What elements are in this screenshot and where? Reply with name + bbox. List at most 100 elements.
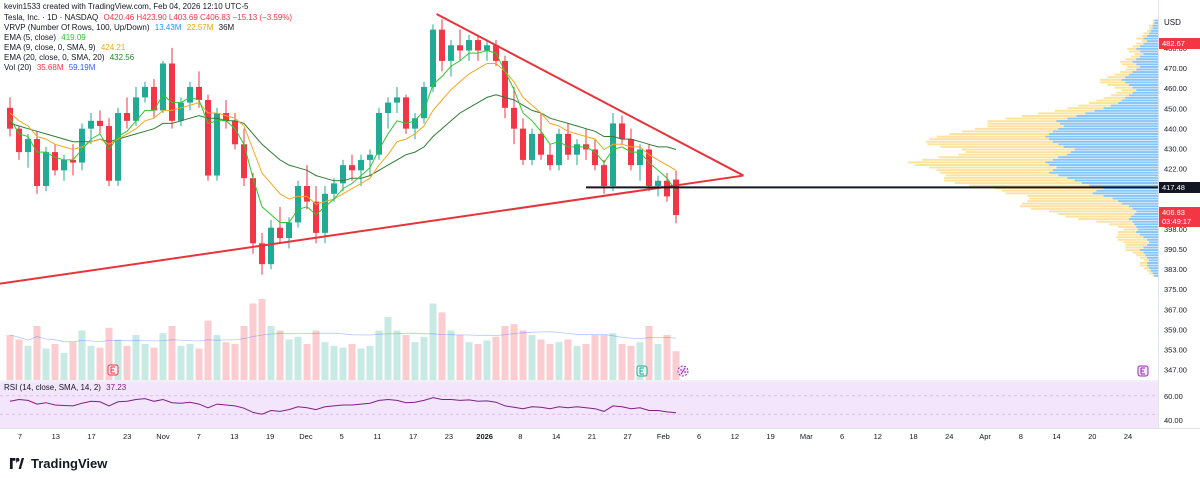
- volume-bar: [546, 344, 554, 380]
- volume-bar: [249, 303, 257, 380]
- candle: [430, 24, 436, 93]
- legend-volume-row[interactable]: Vol (20) 35.68M 59.19M: [4, 63, 95, 72]
- candle: [403, 94, 409, 134]
- candle-body: [520, 128, 526, 160]
- earnings-marker-icon[interactable]: [1137, 365, 1149, 377]
- vp-up-row: [1136, 68, 1158, 71]
- volume-bar: [375, 330, 383, 380]
- candle: [556, 128, 562, 171]
- volume-bar: [411, 342, 419, 380]
- time-tick-label: 17: [87, 432, 95, 441]
- candle: [7, 97, 13, 137]
- trendline[interactable]: [0, 174, 744, 285]
- legend-ema9-row[interactable]: EMA (9, close, 0, SMA, 9) 424.21: [4, 43, 125, 52]
- candle-body: [277, 227, 283, 239]
- chart-caption: kevin1533 created with TradingView.com, …: [4, 2, 249, 11]
- volume-bar: [312, 330, 320, 380]
- vp-down-row: [936, 169, 1053, 172]
- earnings-marker-icon-glyph: [110, 366, 115, 374]
- vp-up-row: [1136, 231, 1158, 234]
- time-tick-label: Apr: [979, 432, 991, 441]
- earnings-marker-icon[interactable]: [107, 364, 119, 376]
- price-tick-label: 430.00: [1164, 145, 1187, 154]
- vp-up-row: [1045, 135, 1158, 138]
- candle-body: [637, 149, 643, 166]
- event-markers[interactable]: [107, 364, 1149, 377]
- candle: [502, 55, 508, 119]
- candle-body: [61, 159, 67, 171]
- candle-body: [655, 180, 661, 186]
- vp-up-row: [1134, 223, 1158, 226]
- candle-body: [358, 159, 364, 171]
- vp-up-row: [1110, 104, 1158, 107]
- tradingview-logo-icon: [9, 458, 25, 469]
- volume-bar: [366, 345, 374, 380]
- volume-ma-line: [9, 331, 677, 343]
- price-tick-label: 353.00: [1164, 346, 1187, 355]
- candle-body: [34, 139, 40, 186]
- candle: [304, 165, 310, 210]
- price-axis-currency: USD: [1164, 18, 1181, 27]
- split-marker-icon[interactable]: [677, 365, 689, 377]
- vp-up-row: [1049, 138, 1158, 141]
- volume-bar: [195, 348, 203, 380]
- vp-down-row: [1029, 197, 1113, 200]
- volume-bar: [123, 345, 131, 380]
- vp-up-row: [1143, 53, 1158, 56]
- candle: [115, 107, 121, 186]
- candle-body: [403, 97, 409, 129]
- volume-bar: [69, 342, 77, 380]
- candle-body: [376, 113, 382, 155]
- time-tick-label: 18: [909, 432, 917, 441]
- vp-down-row: [1005, 117, 1068, 120]
- high-price-badge-text: 482.67: [1162, 39, 1185, 48]
- candle: [646, 144, 652, 192]
- volume-bar: [177, 345, 185, 380]
- candle-body: [250, 178, 256, 244]
- volume-bar: [276, 330, 284, 380]
- vp-down-row: [961, 148, 1075, 151]
- vp-down-row: [1125, 243, 1148, 246]
- candles: [7, 19, 679, 275]
- time-tick-label: 21: [588, 432, 596, 441]
- legend-rsi-row[interactable]: RSI (14, close, SMA, 14, 2) 37.23: [4, 383, 126, 392]
- time-axis[interactable]: 7 13 17 23 Nov 7 13 19 Dec 5 11 17 23 2026 8 14 21 27 Feb 6…: [0, 428, 1158, 442]
- vp-up-row: [1136, 63, 1158, 66]
- candle-body: [466, 40, 472, 51]
- last-price-badge-bg: [1159, 207, 1200, 227]
- legend-vrvp-up: 13.43M: [154, 23, 182, 32]
- legend-ema5-row[interactable]: EMA (5, close) 419.09: [4, 33, 86, 42]
- volume-bar: [105, 327, 113, 380]
- ema20-line: [9, 94, 677, 182]
- vp-down-row: [929, 166, 1057, 169]
- time-tick-label: 5: [340, 432, 344, 441]
- tradingview-logo[interactable]: TradingView: [6, 456, 107, 471]
- vp-up-row: [1139, 233, 1158, 236]
- earnings-marker-icon[interactable]: [636, 365, 648, 377]
- trendline[interactable]: [436, 13, 744, 177]
- vp-up-row: [1052, 140, 1158, 143]
- candle-body: [502, 60, 508, 108]
- trendlines[interactable]: [0, 13, 1158, 285]
- legend-ema20-row[interactable]: EMA (20, close, 0, SMA, 20) 432.56: [4, 53, 134, 62]
- vp-down-row: [1134, 53, 1144, 56]
- candle: [475, 34, 481, 61]
- legend-symbol-row[interactable]: Tesla, Inc. · 1D · NASDAQ O420.46 H423.9…: [4, 13, 292, 22]
- time-tick-label: 19: [766, 432, 774, 441]
- legend-symbol: Tesla, Inc. · 1D · NASDAQ: [4, 13, 99, 22]
- rsi-pane: [0, 382, 1158, 428]
- vp-up-row: [1125, 76, 1158, 79]
- legend-vrvp-row[interactable]: VRVP (Number Of Rows, 100, Up/Down) 13.4…: [4, 23, 234, 32]
- candle: [628, 128, 634, 171]
- rsi-tick-label: 60.00: [1164, 392, 1183, 401]
- vp-down-row: [1116, 236, 1144, 239]
- candle: [43, 146, 49, 192]
- legend-rsi-label: RSI (14, close, SMA, 14, 2): [4, 383, 101, 392]
- candle: [673, 170, 679, 224]
- time-tick-label: Nov: [156, 432, 170, 441]
- volume-bar: [60, 353, 68, 380]
- vp-down-row: [1136, 254, 1146, 257]
- volume-bar: [15, 339, 23, 380]
- volume-bar: [348, 344, 356, 380]
